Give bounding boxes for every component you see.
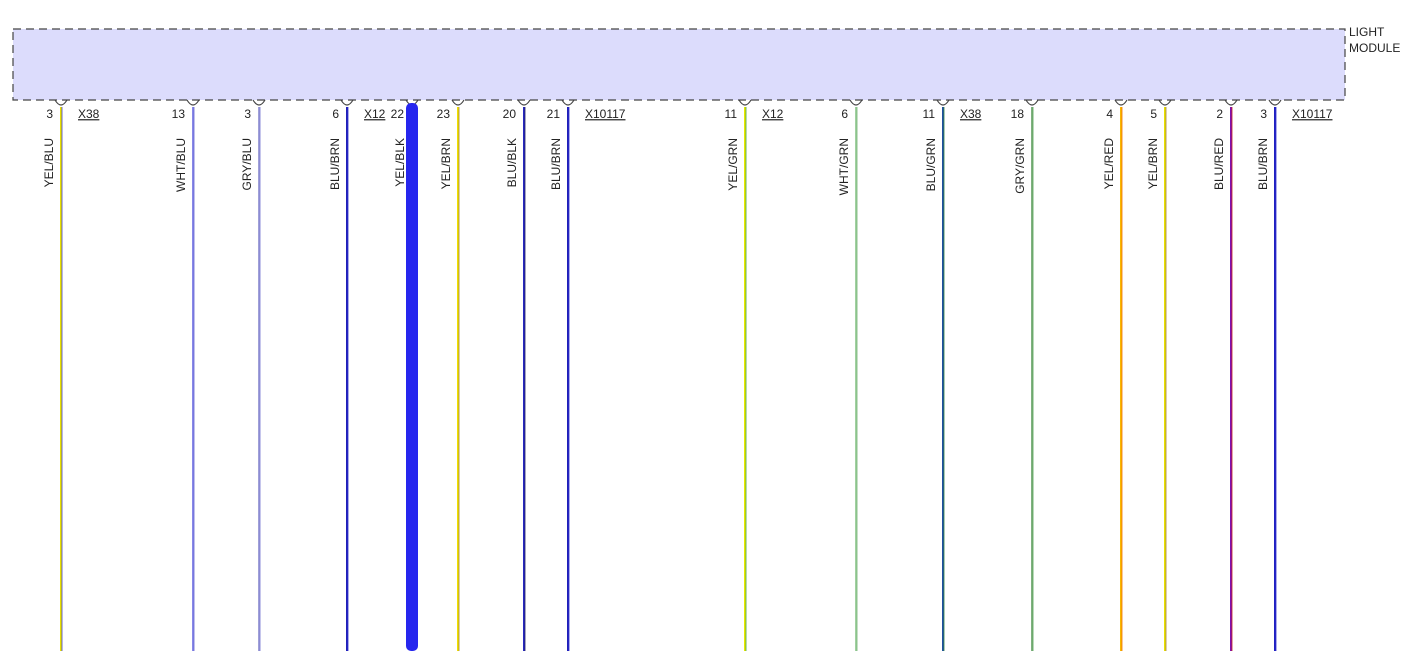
module-label: LIGHT — [1349, 25, 1385, 39]
wire-color-label: WHT/GRN — [837, 138, 851, 195]
connector-label: X12 — [762, 107, 784, 121]
highlighted-wire — [406, 103, 418, 651]
pin-notch — [1224, 99, 1238, 106]
wire-color-label: GRY/GRN — [1013, 138, 1027, 194]
pin-notch — [936, 99, 950, 106]
pin-number: 13 — [172, 107, 186, 121]
connector-label: X12 — [364, 107, 386, 121]
pin-number: 23 — [437, 107, 451, 121]
wire-color-label: YEL/GRN — [726, 138, 740, 191]
wire-color-label: YEL/BRN — [1146, 138, 1160, 189]
wire-color-label: BLU/BRN — [1256, 138, 1270, 190]
connector-label: X38 — [960, 107, 982, 121]
pin-number: 3 — [1260, 107, 1267, 121]
pin-number: 11 — [923, 107, 936, 121]
wire-color-label: BLU/BLK — [505, 138, 519, 187]
pin-notch — [1268, 99, 1282, 106]
pin-notch — [1114, 99, 1128, 106]
wire-color-label: YEL/BLU — [42, 138, 56, 187]
connector-label: X10117 — [1292, 107, 1333, 121]
wire-color-label: YEL/RED — [1102, 138, 1116, 190]
pin-number: 2 — [1216, 107, 1223, 121]
wire-color-label: BLU/BRN — [328, 138, 342, 190]
pin-notch — [517, 99, 531, 106]
pin-notch — [1025, 99, 1039, 106]
pin-number: 3 — [46, 107, 53, 121]
pin-number: 6 — [841, 107, 848, 121]
pin-number: 5 — [1150, 107, 1157, 121]
wire-color-label: GRY/BLU — [240, 138, 254, 190]
pin-number: 21 — [547, 107, 561, 121]
wire-color-label: WHT/BLU — [174, 138, 188, 192]
wire-color-label: YEL/BRN — [439, 138, 453, 189]
pin-number: 11 — [725, 107, 738, 121]
pin-notch — [54, 99, 68, 106]
pin-number: 4 — [1106, 107, 1113, 121]
pin-number: 18 — [1011, 107, 1025, 121]
pin-number: 22 — [391, 107, 405, 121]
wire-color-label: BLU/RED — [1212, 138, 1226, 190]
pin-notch — [849, 99, 863, 106]
connector-label: X38 — [78, 107, 100, 121]
pin-number: 3 — [244, 107, 251, 121]
light-module-box — [12, 28, 1346, 101]
wire-color-label: BLU/GRN — [924, 138, 938, 191]
pin-number: 6 — [332, 107, 339, 121]
module-label: MODULE — [1349, 41, 1400, 55]
pin-notch — [561, 99, 575, 106]
pin-number: 20 — [503, 107, 517, 121]
pin-notch — [252, 99, 266, 106]
connector-label: X10117 — [585, 107, 626, 121]
pin-notch — [1158, 99, 1172, 106]
pin-notch — [451, 99, 465, 106]
wire-color-label: YEL/BLK — [393, 138, 407, 187]
wire-color-label: BLU/BRN — [549, 138, 563, 190]
pin-notch — [340, 99, 354, 106]
pin-notch — [738, 99, 752, 106]
pin-notch — [186, 99, 200, 106]
